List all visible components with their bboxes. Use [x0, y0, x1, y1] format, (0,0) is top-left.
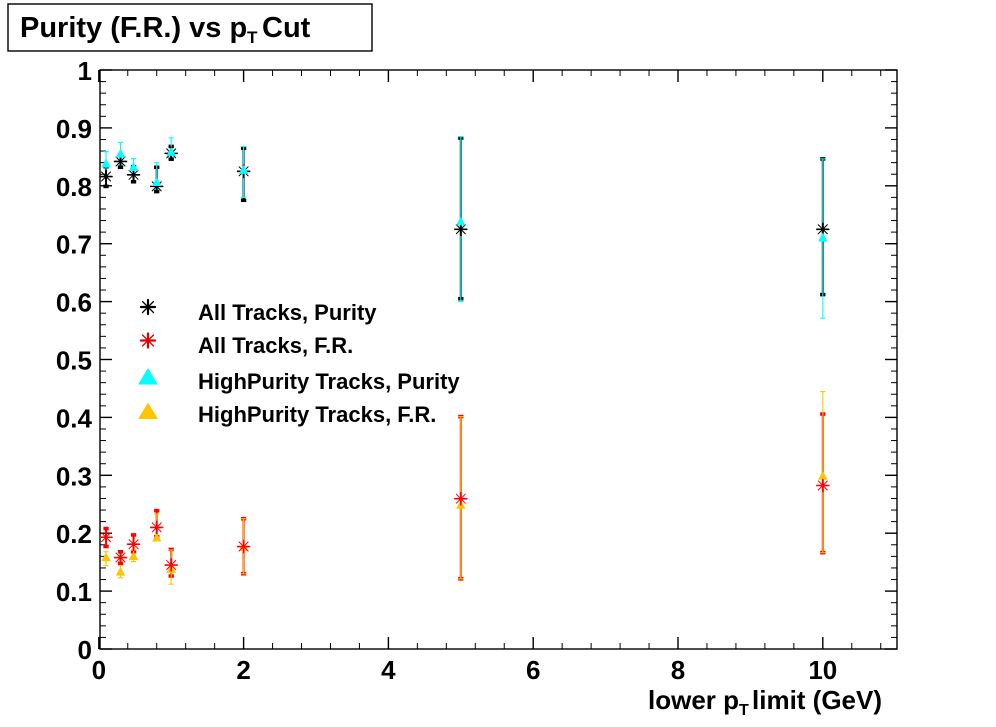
svg-text:All Tracks, Purity: All Tracks, Purity: [198, 300, 377, 325]
svg-text:Purity (F.R.) vs p: Purity (F.R.) vs p: [20, 12, 247, 44]
svg-text:Cut: Cut: [262, 12, 311, 44]
svg-text:1: 1: [78, 56, 92, 86]
svg-text:0: 0: [92, 655, 106, 685]
svg-text:limit (GeV): limit (GeV): [752, 685, 882, 715]
svg-text:0.3: 0.3: [56, 461, 92, 491]
svg-text:6: 6: [526, 655, 540, 685]
svg-text:HighPurity Tracks, F.R.: HighPurity Tracks, F.R.: [198, 402, 436, 427]
svg-text:10: 10: [808, 655, 837, 685]
svg-text:0: 0: [78, 635, 92, 665]
svg-text:T: T: [247, 28, 258, 47]
svg-text:0.6: 0.6: [56, 288, 92, 318]
svg-text:0.1: 0.1: [56, 577, 92, 607]
svg-text:lower p: lower p: [648, 685, 739, 715]
svg-text:0.8: 0.8: [56, 172, 92, 202]
svg-text:0.4: 0.4: [56, 403, 93, 433]
svg-text:8: 8: [671, 655, 685, 685]
svg-text:0.5: 0.5: [56, 346, 92, 376]
svg-text:0.2: 0.2: [56, 519, 92, 549]
svg-text:4: 4: [381, 655, 396, 685]
svg-text:2: 2: [236, 655, 250, 685]
svg-text:0.9: 0.9: [56, 114, 92, 144]
svg-text:0.7: 0.7: [56, 230, 92, 260]
svg-text:HighPurity Tracks, Purity: HighPurity Tracks, Purity: [198, 369, 460, 394]
svg-text:All Tracks, F.R.: All Tracks, F.R.: [198, 333, 353, 358]
svg-text:T: T: [739, 702, 749, 719]
